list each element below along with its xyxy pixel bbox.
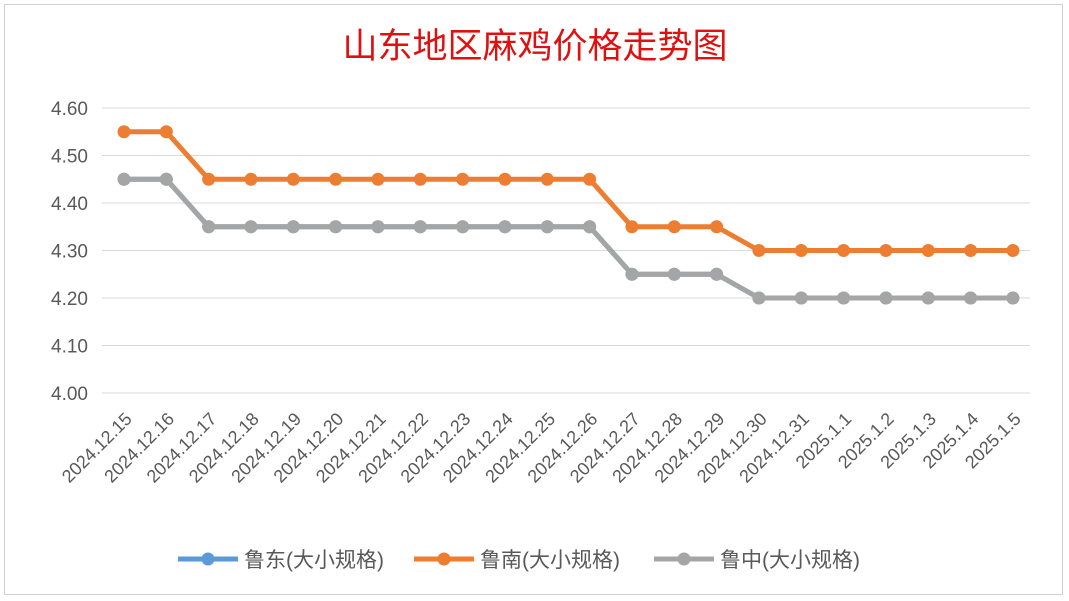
series-line [124, 129, 1013, 253]
data-point [202, 172, 216, 186]
data-point [159, 125, 173, 139]
data-point [371, 172, 385, 186]
y-tick-label: 4.40 [51, 194, 88, 215]
data-point [794, 244, 808, 257]
data-point [921, 291, 935, 305]
data-point [202, 220, 216, 234]
data-point [413, 172, 427, 186]
data-point [456, 220, 470, 234]
series-0 [117, 172, 1020, 305]
data-point [413, 220, 427, 234]
y-tick-label: 4.10 [51, 337, 88, 358]
legend-item: 鲁东(大小规格) [178, 549, 384, 572]
legend-marker [201, 552, 215, 566]
data-point [710, 220, 724, 234]
data-point [964, 244, 978, 257]
legend-item: 鲁南(大小规格) [414, 549, 620, 572]
chart-title: 山东地区麻鸡价格走势图 [342, 27, 727, 67]
data-point [329, 220, 343, 234]
data-point [710, 267, 724, 281]
x-axis-labels: 2024.12.152024.12.162024.12.172024.12.18… [58, 409, 1025, 487]
data-point [879, 291, 893, 305]
series-layer [117, 125, 1020, 305]
data-point [837, 291, 851, 305]
data-point [286, 172, 300, 186]
y-tick-label: 4.50 [51, 147, 88, 168]
data-point [540, 172, 554, 186]
data-point [964, 291, 978, 305]
data-point [117, 172, 131, 186]
y-tick-label: 4.20 [51, 289, 88, 310]
series-line [124, 176, 1013, 301]
y-tick-label: 4.60 [51, 99, 88, 120]
data-point [879, 244, 893, 257]
data-point [1006, 244, 1020, 257]
series-line [124, 176, 1013, 301]
y-tick-label: 4.00 [51, 384, 88, 405]
data-point [752, 244, 766, 257]
y-tick-label: 4.30 [51, 242, 88, 263]
data-point [794, 291, 808, 305]
data-point [921, 244, 935, 257]
series-1 [117, 125, 1020, 257]
data-point [837, 244, 851, 257]
data-point [244, 172, 258, 186]
data-point [583, 220, 597, 234]
data-point [540, 220, 554, 234]
gridlines [102, 107, 1030, 394]
y-axis-labels: 4.00 4.10 4.20 4.30 4.40 4.50 4.60 [51, 99, 88, 405]
data-point [456, 172, 470, 186]
data-point [159, 172, 173, 186]
legend-label: 鲁南(大小规格) [480, 549, 620, 572]
legend-label: 鲁中(大小规格) [720, 549, 860, 572]
data-point [498, 172, 512, 186]
data-point [371, 220, 385, 234]
data-point [625, 267, 639, 281]
legend-label: 鲁东(大小规格) [244, 549, 384, 572]
data-point [667, 267, 681, 281]
series-2 [117, 172, 1020, 305]
data-point [329, 172, 343, 186]
data-point [583, 172, 597, 186]
legend-marker [437, 552, 451, 566]
data-point [286, 220, 300, 234]
data-point [498, 220, 512, 234]
legend-item: 鲁中(大小规格) [654, 549, 860, 572]
data-point [244, 220, 258, 234]
data-point [667, 220, 681, 234]
data-point [1006, 291, 1020, 305]
legend: 鲁东(大小规格) 鲁南(大小规格) 鲁中(大小规格) [178, 549, 860, 572]
legend-marker [677, 552, 691, 566]
data-point [117, 125, 131, 139]
data-point [625, 220, 639, 234]
data-point [752, 291, 766, 305]
